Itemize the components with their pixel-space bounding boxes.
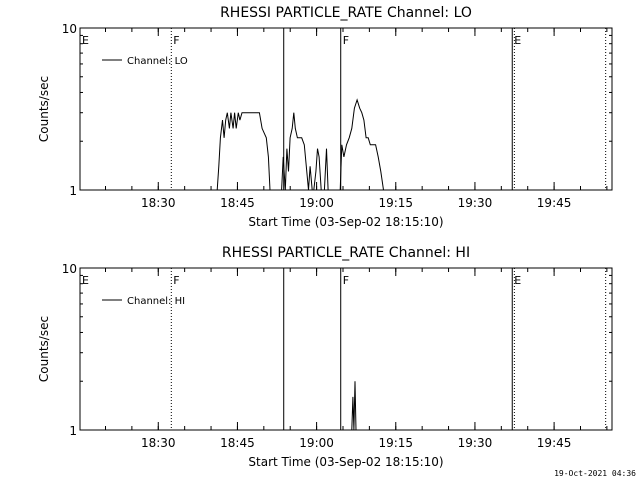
panel-hi-marker-label: F bbox=[343, 274, 349, 287]
panel-lo-xtick-label: 19:00 bbox=[299, 196, 334, 210]
panel-lo-ytick-label: 10 bbox=[62, 22, 77, 36]
panel-lo-ylabel: Counts/sec bbox=[37, 76, 51, 142]
panel-hi-ytick-label: 10 bbox=[62, 262, 77, 276]
panel-lo-marker-label: E bbox=[82, 34, 89, 47]
panel-hi-xtick-label: 18:45 bbox=[220, 436, 255, 450]
panel-lo-marker-label: F bbox=[343, 34, 349, 47]
panel-hi-xlabel: Start Time (03-Sep-02 18:15:10) bbox=[248, 455, 443, 469]
panel-hi-xtick-label: 19:00 bbox=[299, 436, 334, 450]
panel-hi-xtick-label: 19:30 bbox=[458, 436, 493, 450]
panel-hi-xtick-label: 18:30 bbox=[141, 436, 176, 450]
panel-hi-ylabel: Counts/sec bbox=[37, 316, 51, 382]
panel-hi-legend-label: Channel: HI bbox=[127, 296, 185, 307]
panel-lo-title: RHESSI PARTICLE_RATE Channel: LO bbox=[220, 5, 472, 21]
panel-hi-plot-frame bbox=[79, 267, 613, 431]
panel-hi-series-line bbox=[80, 381, 612, 431]
panel-hi-marker-label: E bbox=[82, 274, 89, 287]
panel-hi-xtick-label: 19:45 bbox=[537, 436, 572, 450]
panel-lo-plot-frame bbox=[79, 27, 613, 191]
panel-lo-series-line bbox=[80, 98, 612, 191]
panel-lo-xtick-label: 19:15 bbox=[378, 196, 413, 210]
panel-lo-xtick-label: 19:45 bbox=[537, 196, 572, 210]
panel-hi-marker-label: F bbox=[173, 274, 179, 287]
panel-lo-ytick-label: 1 bbox=[69, 184, 77, 198]
panel-lo-xtick-label: 19:30 bbox=[458, 196, 493, 210]
panel-lo-xtick-label: 18:30 bbox=[141, 196, 176, 210]
panel-hi-ytick-label: 1 bbox=[69, 424, 77, 438]
panel-lo-marker-label: E bbox=[514, 34, 521, 47]
panel-lo-marker-label: F bbox=[173, 34, 179, 47]
panel-lo-xtick-label: 18:45 bbox=[220, 196, 255, 210]
panel-lo-xlabel: Start Time (03-Sep-02 18:15:10) bbox=[248, 215, 443, 229]
panel-hi-xtick-label: 19:15 bbox=[378, 436, 413, 450]
plot-timestamp: 19-Oct-2021 04:36 bbox=[554, 469, 636, 478]
panel-hi-title: RHESSI PARTICLE_RATE Channel: HI bbox=[222, 245, 470, 261]
panel-hi-marker-label: E bbox=[514, 274, 521, 287]
panel-lo-legend-label: Channel: LO bbox=[127, 56, 188, 67]
